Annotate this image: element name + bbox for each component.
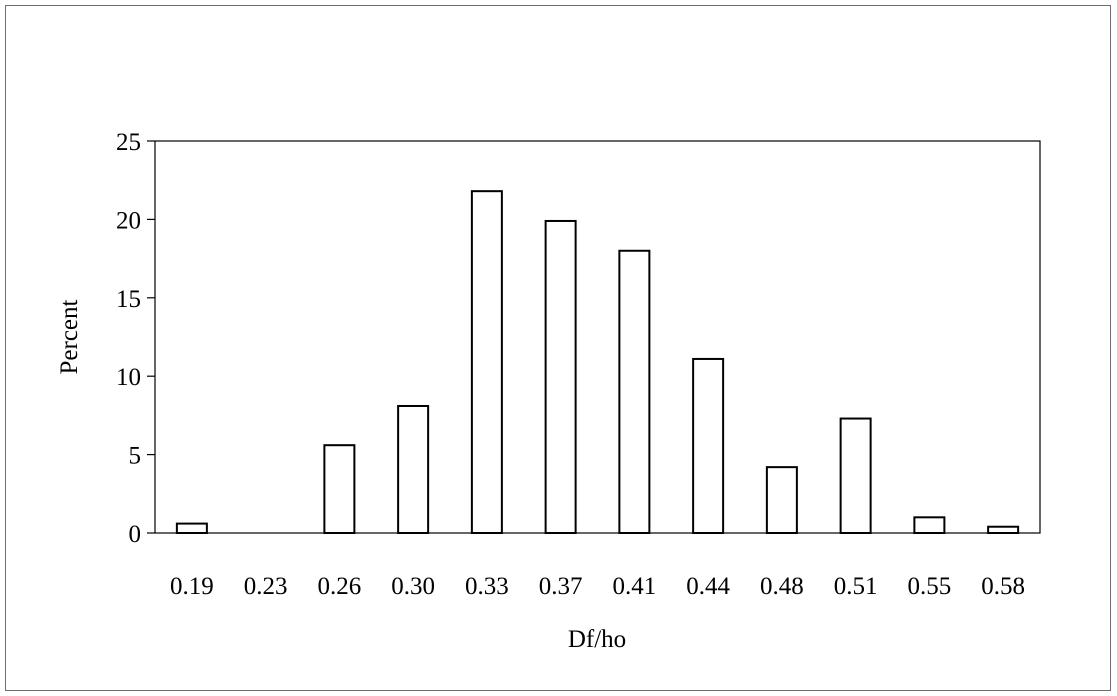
bar: [544, 219, 577, 535]
x-tick-label: 0.55: [908, 573, 952, 600]
x-axis: 0.19 0.23 0.26 0.30 0.33 0.37 0.41 0.44 0.48 0.51…: [170, 573, 1025, 600]
bar: [765, 466, 798, 535]
y-axis-label: Percent: [56, 299, 83, 374]
y-axis: 0 5 10 15 20 25: [116, 129, 155, 548]
bar: [987, 525, 1020, 535]
bar: [175, 522, 208, 534]
plot-area: [154, 140, 1041, 534]
bar: [323, 444, 356, 534]
y-tick-label: 15: [116, 286, 141, 313]
x-tick-label: 0.41: [613, 573, 657, 600]
x-tick-label: 0.51: [834, 573, 878, 600]
bars: [175, 190, 1020, 535]
x-tick-label: 0.26: [318, 573, 362, 600]
x-tick-label: 0.33: [465, 573, 509, 600]
x-tick-label: 0.19: [170, 573, 214, 600]
x-tick-label: 0.23: [244, 573, 288, 600]
x-tick-label: 0.44: [686, 573, 730, 600]
x-tick-label: 0.48: [760, 573, 804, 600]
bar: [618, 249, 651, 534]
plot-area-border: [154, 140, 1041, 534]
bar: [397, 404, 430, 535]
x-tick-label: 0.30: [391, 573, 435, 600]
bar: [470, 190, 503, 534]
y-tick-label: 5: [129, 443, 142, 470]
y-tick-label: 0: [129, 521, 142, 548]
x-axis-label: Df/ho: [568, 626, 626, 653]
bar: [913, 516, 946, 535]
y-tick-label: 25: [116, 129, 141, 156]
bar: [839, 417, 872, 535]
x-tick-label: 0.58: [981, 573, 1025, 600]
y-tick-label: 20: [116, 207, 141, 234]
y-tick-label: 10: [116, 364, 141, 391]
x-tick-label: 0.37: [539, 573, 583, 600]
bar: [692, 357, 725, 534]
